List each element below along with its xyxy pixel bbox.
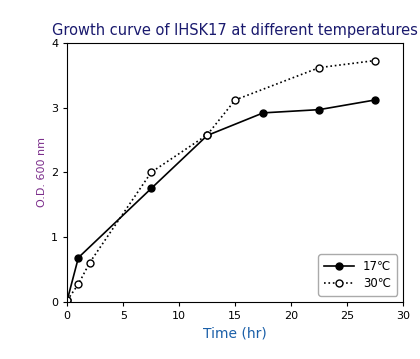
30℃ bbox=[87, 261, 92, 265]
Legend: 17℃, 30℃: 17℃, 30℃ bbox=[318, 254, 397, 296]
17℃ bbox=[76, 256, 81, 260]
Y-axis label: O.D. 600 nm: O.D. 600 nm bbox=[37, 137, 47, 207]
X-axis label: Time (hr): Time (hr) bbox=[203, 326, 267, 340]
Line: 17℃: 17℃ bbox=[64, 97, 379, 304]
Title: Growth curve of IHSK17 at different temperatures: Growth curve of IHSK17 at different temp… bbox=[52, 23, 418, 38]
30℃ bbox=[205, 133, 210, 137]
17℃ bbox=[261, 111, 266, 115]
30℃ bbox=[149, 170, 154, 174]
30℃ bbox=[65, 298, 70, 302]
30℃ bbox=[317, 65, 322, 70]
17℃ bbox=[149, 186, 154, 191]
30℃ bbox=[76, 282, 81, 286]
30℃ bbox=[233, 98, 238, 102]
17℃ bbox=[205, 133, 210, 137]
17℃ bbox=[317, 107, 322, 112]
17℃ bbox=[373, 98, 378, 102]
17℃ bbox=[65, 298, 70, 302]
Line: 30℃: 30℃ bbox=[64, 57, 379, 304]
30℃ bbox=[373, 59, 378, 63]
